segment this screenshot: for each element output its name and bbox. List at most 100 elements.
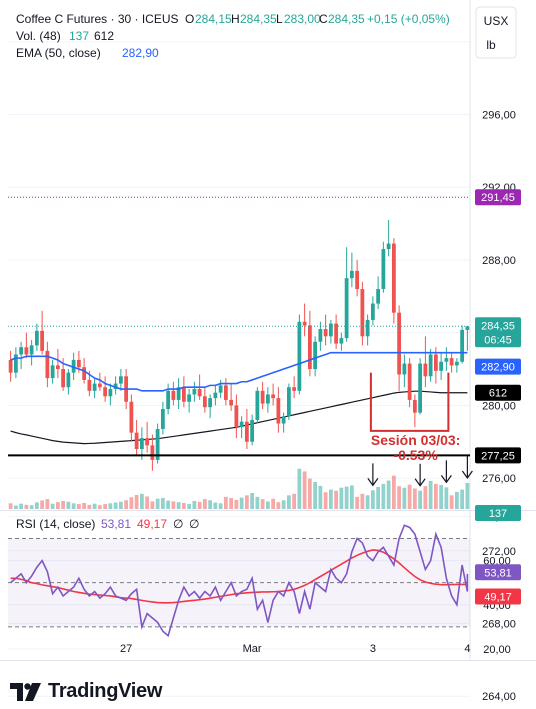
candle bbox=[465, 326, 470, 351]
volume-bar bbox=[55, 502, 60, 509]
last-price-text: 284,35 bbox=[481, 320, 515, 332]
candle bbox=[428, 349, 433, 382]
price-tick-label: 276,00 bbox=[482, 473, 516, 485]
volume-ma-badge: 612 bbox=[475, 384, 521, 401]
volume-badge: 137 bbox=[475, 504, 521, 521]
candle-body bbox=[192, 389, 197, 395]
candle-body bbox=[134, 432, 139, 450]
candle-body bbox=[197, 389, 202, 397]
candle bbox=[423, 336, 428, 388]
candle bbox=[439, 352, 444, 380]
candle-body bbox=[349, 270, 354, 279]
currency-unit-button[interactable]: USX lb bbox=[475, 6, 517, 59]
candle bbox=[113, 376, 118, 395]
symbol-title[interactable]: Coffee C Futures · 30 · ICEUS bbox=[16, 12, 179, 26]
time-tick-label: Mar bbox=[243, 643, 262, 655]
volume-bar bbox=[297, 468, 302, 509]
volume-bar bbox=[397, 486, 402, 509]
candle-body bbox=[160, 409, 165, 430]
candle-body bbox=[118, 376, 123, 384]
ema-legend-label[interactable]: EMA (50, close) bbox=[16, 46, 101, 60]
ema-legend-value: 282,90 bbox=[122, 46, 159, 60]
volume-bar bbox=[386, 480, 391, 509]
volume-ma-line bbox=[10, 390, 468, 445]
volume-bar bbox=[187, 504, 192, 509]
volume-bar bbox=[370, 490, 375, 509]
volume-bar bbox=[45, 499, 50, 509]
candle bbox=[24, 332, 29, 359]
volume-bar bbox=[313, 482, 318, 509]
price-tick-label: 264,00 bbox=[482, 691, 516, 703]
candle bbox=[223, 378, 228, 406]
candle-body bbox=[250, 419, 255, 442]
candles bbox=[8, 219, 470, 471]
volume-bar bbox=[318, 485, 323, 509]
candle-body bbox=[402, 363, 407, 375]
volume-bar bbox=[71, 503, 76, 509]
last-price-badge: 284,35 06:45 bbox=[475, 317, 521, 348]
candle-body bbox=[145, 438, 150, 446]
candle-body bbox=[449, 358, 454, 366]
candle bbox=[13, 347, 18, 379]
volume-bar bbox=[244, 495, 249, 509]
rsi-badge-text: 53,81 bbox=[484, 567, 512, 579]
candle bbox=[71, 352, 76, 380]
time-tick-label: 3 bbox=[370, 643, 376, 655]
volume-bar bbox=[433, 483, 438, 509]
rsi-legend-label[interactable]: RSI (14, close) bbox=[16, 517, 95, 531]
candle bbox=[129, 394, 134, 442]
volume-bar bbox=[13, 505, 18, 509]
volume-ma-path bbox=[10, 390, 468, 445]
candle-body bbox=[171, 390, 176, 400]
time-tick-label: 4 bbox=[464, 643, 470, 655]
volume-bar bbox=[19, 503, 24, 509]
volume-bar bbox=[76, 504, 81, 509]
candle bbox=[181, 376, 186, 408]
candle-body bbox=[460, 329, 465, 362]
change-value: +0,15 (+0,05%) bbox=[367, 12, 450, 26]
volume-ma-badge-bg bbox=[475, 384, 521, 401]
volume-bar bbox=[234, 499, 239, 509]
volume-bar bbox=[160, 497, 165, 509]
volume-bar bbox=[113, 502, 118, 509]
candle bbox=[265, 387, 270, 413]
candle-body bbox=[187, 394, 192, 402]
candle bbox=[192, 381, 197, 402]
candle-body bbox=[76, 359, 81, 368]
candle bbox=[239, 416, 244, 439]
candle-body bbox=[218, 385, 223, 393]
candle-body bbox=[418, 363, 423, 413]
unit-label: lb bbox=[486, 38, 496, 52]
volume-legend-label[interactable]: Vol. (48) bbox=[16, 29, 61, 43]
candle bbox=[187, 389, 192, 413]
candle bbox=[365, 314, 370, 346]
volume-bar bbox=[192, 501, 197, 509]
price-tick-label: 288,00 bbox=[482, 255, 516, 267]
candle-body bbox=[181, 387, 186, 402]
candle-body bbox=[208, 398, 213, 408]
candle bbox=[302, 303, 307, 337]
candle-body bbox=[24, 347, 29, 355]
candle-body bbox=[386, 243, 391, 250]
time-axis: 27 Mar 3 4 bbox=[120, 643, 470, 655]
volume-bar bbox=[229, 497, 234, 509]
candle-body bbox=[328, 323, 333, 337]
volume-bar bbox=[423, 486, 428, 509]
candle bbox=[234, 394, 239, 439]
candle-body bbox=[428, 354, 433, 377]
volume-bar bbox=[339, 487, 344, 509]
volume-bar bbox=[281, 500, 286, 509]
candle-body bbox=[234, 405, 239, 428]
candle bbox=[150, 434, 155, 471]
candle-body bbox=[29, 345, 34, 355]
volume-bar bbox=[218, 503, 223, 509]
ema-line bbox=[10, 351, 468, 392]
volume-bar bbox=[449, 495, 454, 509]
candle bbox=[349, 252, 354, 288]
volume-bar bbox=[418, 490, 423, 509]
candle bbox=[19, 341, 24, 370]
candle-body bbox=[82, 367, 87, 380]
volume-bar bbox=[276, 502, 281, 509]
volume-bar bbox=[97, 505, 102, 509]
